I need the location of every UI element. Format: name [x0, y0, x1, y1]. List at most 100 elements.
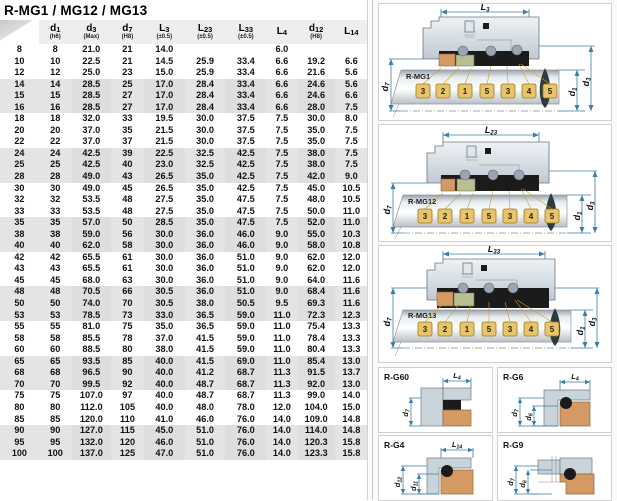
row-size-label: 55: [0, 321, 39, 333]
dimension-d6-g6: d6: [524, 405, 558, 427]
table-cell: 42.0: [297, 171, 335, 183]
table-cell: 58: [110, 240, 144, 252]
table-cell: 85: [38, 413, 72, 426]
svg-text:5: 5: [487, 212, 492, 221]
table-cell: 14.0: [143, 44, 185, 56]
table-cell: 7.5: [266, 217, 298, 229]
svg-text:2: 2: [443, 325, 448, 334]
diagram-tag-mg13: R-MG13: [408, 311, 436, 320]
table-cell: 9.5: [266, 298, 298, 310]
column-symbol-d12: d12: [308, 22, 324, 35]
dimension-d3-mg12: d3: [549, 170, 598, 233]
table-cell: 53.5: [71, 194, 111, 206]
spring-cap-1: [457, 282, 469, 294]
table-cell: 14.0: [266, 448, 298, 460]
table-cell: 92.0: [297, 378, 335, 391]
table-cell: 76.0: [225, 413, 267, 426]
table-cell: 15.0: [143, 67, 185, 79]
table-row: 48 48 70.5 66 30.5 36.0 51.0 9.0 68.4 11.6: [0, 286, 368, 299]
table-cell: 27.5: [143, 205, 185, 218]
spring-cap-3: [507, 282, 519, 294]
table-cell: 46.0: [143, 436, 185, 449]
column-header-L4: L4: [266, 20, 298, 44]
table-cell: 12.3: [334, 309, 368, 322]
row-size-label: 18: [0, 113, 39, 125]
table-cell: 55: [38, 321, 72, 333]
table-cell: 28.0: [297, 101, 335, 114]
dimension-d7-g6: d7: [510, 397, 544, 427]
column-symbol-L33: L33: [238, 22, 254, 35]
table-cell: 48.0: [297, 194, 335, 206]
table-row: 38 38 59.0 56 30.0 36.0 46.0 9.0 55.0 10.3: [0, 228, 368, 241]
row-size-label: 50: [0, 298, 39, 310]
table-cell: 68.0: [71, 274, 111, 287]
table-row: 30 30 49.0 45 26.5 35.0 42.5 7.5 45.0 10.5: [0, 182, 368, 195]
table-cell: 46.0: [184, 413, 226, 426]
table-cell: 9.0: [334, 171, 368, 183]
diagram-tag-mg12: R-MG12: [408, 197, 436, 206]
table-cell: 62.0: [297, 251, 335, 264]
table-cell: 21.6: [297, 67, 335, 79]
callout-leaders: [422, 63, 551, 85]
table-cell: 33: [38, 205, 72, 218]
spring-cap-2: [487, 169, 499, 181]
table-cell: 37.0: [143, 332, 185, 345]
row-size-label: 43: [0, 263, 39, 275]
diagram-tag-mg1: R-MG1: [406, 72, 430, 81]
diagram-svg-g6: L4 d7 d6: [510, 372, 591, 427]
callout-4: 3: [502, 321, 518, 337]
table-cell: 22: [38, 136, 72, 148]
table-cell: 104.0: [297, 401, 335, 414]
diagram-svg-mg13: R-MG13 3 2 1 5 3 4 5 L33: [382, 246, 600, 357]
table-cell: 62.0: [297, 263, 335, 275]
table-cell: 85: [110, 355, 144, 368]
table-cell: 33.4: [225, 101, 267, 114]
table-cell: 51.0: [225, 251, 267, 264]
oring-orange: [438, 53, 456, 67]
table-cell: 47.5: [225, 194, 267, 206]
table-cell: 81.0: [71, 321, 111, 333]
table-cell: 37.0: [71, 124, 111, 137]
dimension-label-d7-g9: d7: [506, 477, 516, 486]
callout-3: 5: [479, 83, 495, 99]
dimension-d7-mg13: d7: [382, 287, 427, 349]
table-cell: 76.0: [225, 448, 267, 460]
table-body: 8 8 21.0 21 14.0 6.0 10 10 22.5 21 14.5 25.9 33.4 6.6…: [0, 44, 368, 460]
table-row: 10 10 22.5 21 14.5 25.9 33.4 6.6 19.2 6.6: [0, 55, 368, 68]
table-cell: 11.3: [266, 367, 298, 379]
table-cell: 45: [110, 182, 144, 195]
column-header-d7: d7 (H8): [110, 20, 144, 44]
table-cell: 42.5: [71, 147, 111, 160]
table-cell: 72.3: [297, 309, 335, 322]
spring-cap-2: [483, 282, 495, 294]
table-cell: 59.0: [225, 344, 267, 356]
callout-group-mg13: 3 2 1 5 3 4 5: [417, 299, 560, 337]
table-cell: 63: [110, 274, 144, 287]
table-row: 58 58 85.5 78 37.0 41.5 59.0 11.0 78.4 13.3: [0, 332, 368, 345]
column-header-L14: L14: [334, 20, 368, 44]
row-size-label: 40: [0, 240, 39, 252]
row-size-label: 30: [0, 182, 39, 195]
table-cell: 15.8: [334, 448, 368, 460]
table-cell: 62.0: [71, 240, 111, 252]
spring-coils: [461, 273, 474, 278]
svg-text:5: 5: [550, 212, 555, 221]
table-cell: 127.0: [71, 425, 111, 437]
spring-coils: [465, 156, 478, 161]
table-cell: 30.5: [143, 286, 185, 299]
row-size-label: 68: [0, 367, 39, 379]
table-cell: 97: [110, 390, 144, 402]
diagram-card-mg12: R-MG12 3 2 1 5 3 4 5 L23: [378, 124, 612, 242]
table-cell: 35.0: [184, 194, 226, 206]
table-cell: 120.0: [71, 413, 111, 426]
dimension-d7-mg1: d7: [380, 58, 423, 112]
diagram-svg-mg1: R-MG1 3 2 1 5 3 4 5 L3: [380, 4, 595, 118]
table-cell: 38.0: [297, 159, 335, 172]
dimension-label-d3-mg1: d3: [581, 77, 593, 87]
callout-4: 3: [500, 83, 516, 99]
table-cell: 46.0: [225, 240, 267, 252]
table-cell: 22.5: [143, 147, 185, 160]
table-cell: 51.0: [225, 274, 267, 287]
row-size-label: 12: [0, 67, 39, 79]
table-cell: 15.8: [334, 436, 368, 449]
